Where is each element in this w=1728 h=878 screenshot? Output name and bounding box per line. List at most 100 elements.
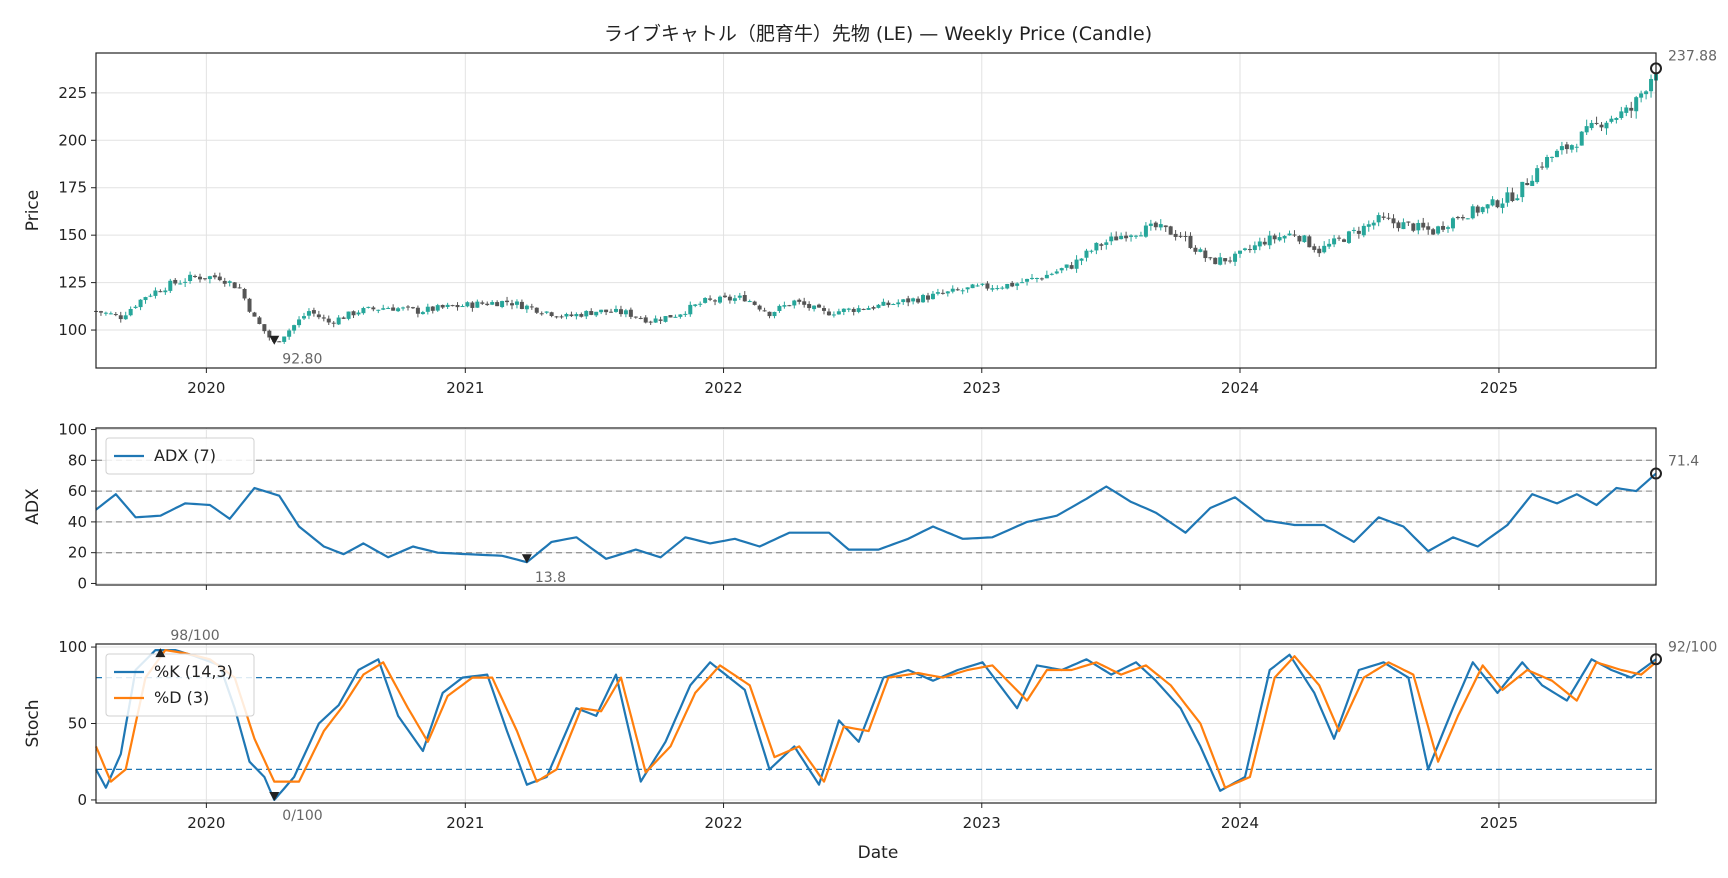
candle-body [1569, 145, 1574, 150]
candle-body [1143, 225, 1148, 237]
candle-body [1391, 218, 1396, 224]
candle-body [1005, 283, 1010, 289]
candle-body [173, 279, 178, 284]
candle-body [108, 313, 113, 315]
candle-body [970, 284, 975, 289]
candle-body [123, 315, 128, 320]
candle-body [985, 283, 990, 289]
candle-body [990, 288, 995, 290]
candle-body [460, 306, 465, 308]
chart-title: ライブキャトル（肥育牛）先物 (LE) — Weekly Price (Cand… [604, 22, 1152, 45]
candle-body [653, 318, 658, 323]
candle-body [762, 310, 767, 312]
candle-body [559, 316, 564, 318]
candle-body [480, 302, 485, 304]
candle-body [975, 285, 980, 287]
candle-body [826, 311, 831, 316]
candle-body [683, 313, 688, 315]
candle-body [1634, 97, 1639, 112]
candle-body [361, 308, 366, 314]
candle-body [688, 304, 693, 315]
legend: ADX (7) [105, 437, 255, 475]
candle-body [1030, 277, 1034, 279]
candle-body [183, 281, 188, 283]
candle-body [777, 305, 782, 311]
candle-body [1262, 241, 1267, 245]
candle-body [257, 317, 262, 324]
candle-body [1317, 248, 1322, 254]
candle-body [1302, 235, 1307, 243]
y-tick-label: 100 [58, 321, 87, 339]
candle-body [212, 275, 217, 278]
candle-body [1020, 282, 1025, 284]
candle-body [425, 306, 430, 312]
candle-body [891, 304, 896, 306]
candle-body [371, 307, 376, 310]
candle-body [1584, 126, 1589, 133]
candle-body [906, 298, 911, 303]
candle-body [1589, 122, 1594, 129]
candle-body [1619, 111, 1624, 118]
candle-body [940, 292, 945, 294]
candle-body [1000, 287, 1005, 289]
candle-body [1411, 223, 1416, 231]
y-tick-label: 60 [68, 482, 87, 500]
y-tick-label: 225 [58, 84, 87, 102]
candle-body [708, 298, 713, 300]
candle-body [618, 309, 623, 315]
candle-body [406, 306, 410, 308]
candle-body [1366, 224, 1371, 227]
candle-body [737, 295, 742, 298]
candle-body [98, 311, 103, 313]
candle-body [193, 275, 198, 277]
candle-body [485, 303, 490, 306]
candle-body [817, 304, 822, 308]
y-tick-label: 80 [68, 451, 87, 469]
candle-body [836, 311, 841, 315]
candle-body [574, 314, 579, 317]
candle-body [1287, 233, 1292, 236]
candle-body [623, 310, 628, 315]
candle-body [1238, 250, 1242, 254]
candle-body [1332, 238, 1337, 245]
candle-body [188, 274, 193, 282]
candle-body [1173, 233, 1178, 237]
y-tick-label: 50 [68, 715, 87, 733]
candle-body [727, 296, 732, 301]
candle-body [1426, 226, 1431, 230]
candle-body [490, 302, 495, 305]
candle-body [1495, 200, 1500, 208]
candle-body [1153, 222, 1158, 228]
candle-body [1218, 257, 1223, 265]
candle-body [1198, 249, 1203, 252]
candle-body [1252, 245, 1257, 251]
candle-body [995, 288, 1000, 290]
candle-body [1297, 236, 1302, 242]
candle-body [391, 307, 396, 311]
candle-body [965, 287, 970, 290]
candle-body [1599, 124, 1604, 128]
candle-body [930, 293, 935, 300]
candle-body [242, 288, 247, 299]
candle-body [1644, 91, 1649, 95]
candle-body [802, 301, 807, 305]
candle-body [128, 309, 133, 316]
candle-body [742, 295, 747, 302]
candle-body [747, 301, 752, 303]
x-tick-label: 2023 [963, 814, 1001, 832]
candle-body [420, 312, 425, 315]
candle-body [500, 301, 505, 308]
candle-body [1148, 223, 1153, 226]
annotation-label: 71.4 [1668, 454, 1699, 470]
legend-label: ADX (7) [154, 446, 216, 465]
candle-body [856, 308, 861, 312]
candle-body [311, 310, 316, 314]
candle-body [767, 311, 772, 317]
candle-body [198, 276, 202, 280]
candle-body [1242, 248, 1247, 250]
candle-body [757, 305, 762, 310]
candle-body [732, 298, 737, 301]
candle-body [752, 301, 757, 305]
candle-body [435, 305, 440, 311]
